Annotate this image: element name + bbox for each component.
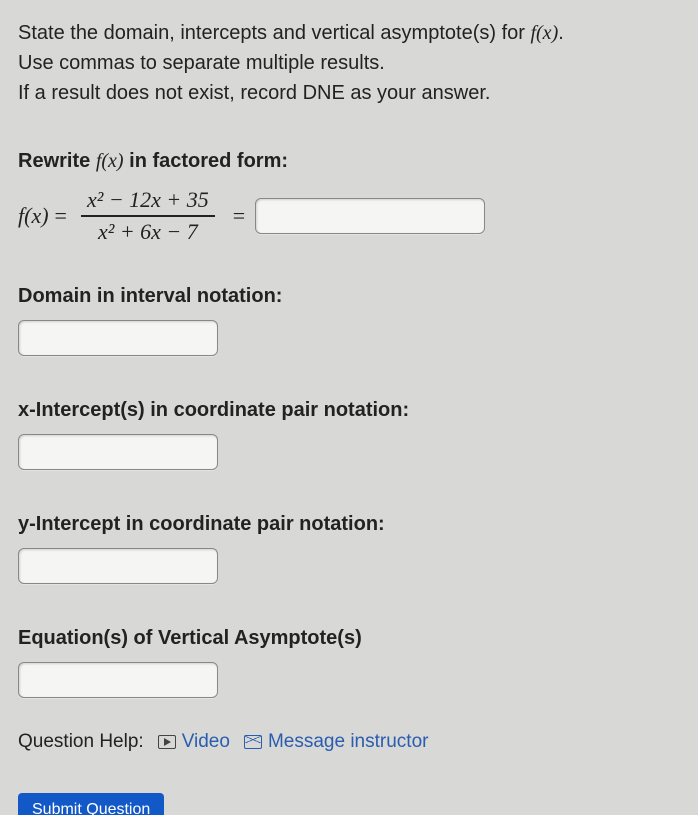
instruction-line-2: Use commas to separate multiple results. [18,52,385,74]
equals-1: = [55,203,67,229]
xint-input[interactable] [18,434,218,470]
equation-line: f(x) = x² − 12x + 35 x² + 6x − 7 = [18,185,684,247]
factored-form-input[interactable] [255,198,485,234]
submit-button-label: Submit Question [32,801,150,815]
equation-lhs: f(x) [18,203,49,229]
video-link[interactable]: Video [158,731,230,753]
instruction-fx: f(x) [530,22,558,44]
domain-label: Domain in interval notation: [18,285,684,308]
rewrite-label-fx: f(x) [96,150,124,172]
instruction-line-1b: . [558,22,564,44]
rewrite-label: Rewrite f(x) in factored form: [18,150,684,173]
numerator: x² − 12x + 35 [81,185,215,215]
help-row: Question Help: Video Message instructor [18,731,684,753]
yint-section: y-Intercept in coordinate pair notation: [18,513,684,589]
va-section: Equation(s) of Vertical Asymptote(s) [18,627,684,703]
rewrite-label-post: in factored form: [124,150,288,172]
yint-input[interactable] [18,548,218,584]
play-icon [158,735,176,749]
message-link[interactable]: Message instructor [244,731,429,753]
va-label: Equation(s) of Vertical Asymptote(s) [18,627,684,650]
instruction-line-3: If a result does not exist, record DNE a… [18,82,490,104]
domain-section: Domain in interval notation: [18,285,684,361]
mail-icon [244,735,262,749]
denominator: x² + 6x − 7 [92,217,204,247]
domain-input[interactable] [18,320,218,356]
submit-button[interactable]: Submit Question [18,793,164,815]
instructions-block: State the domain, intercepts and vertica… [18,18,684,108]
equals-2: = [233,203,245,229]
fraction: x² − 12x + 35 x² + 6x − 7 [81,185,215,247]
video-link-text: Video [182,731,230,753]
xint-label: x-Intercept(s) in coordinate pair notati… [18,399,684,422]
xint-section: x-Intercept(s) in coordinate pair notati… [18,399,684,475]
instruction-line-1a: State the domain, intercepts and vertica… [18,22,530,44]
rewrite-section: Rewrite f(x) in factored form: f(x) = x²… [18,150,684,247]
message-link-text: Message instructor [268,731,429,753]
rewrite-label-pre: Rewrite [18,150,96,172]
va-input[interactable] [18,662,218,698]
yint-label: y-Intercept in coordinate pair notation: [18,513,684,536]
help-label: Question Help: [18,731,144,753]
